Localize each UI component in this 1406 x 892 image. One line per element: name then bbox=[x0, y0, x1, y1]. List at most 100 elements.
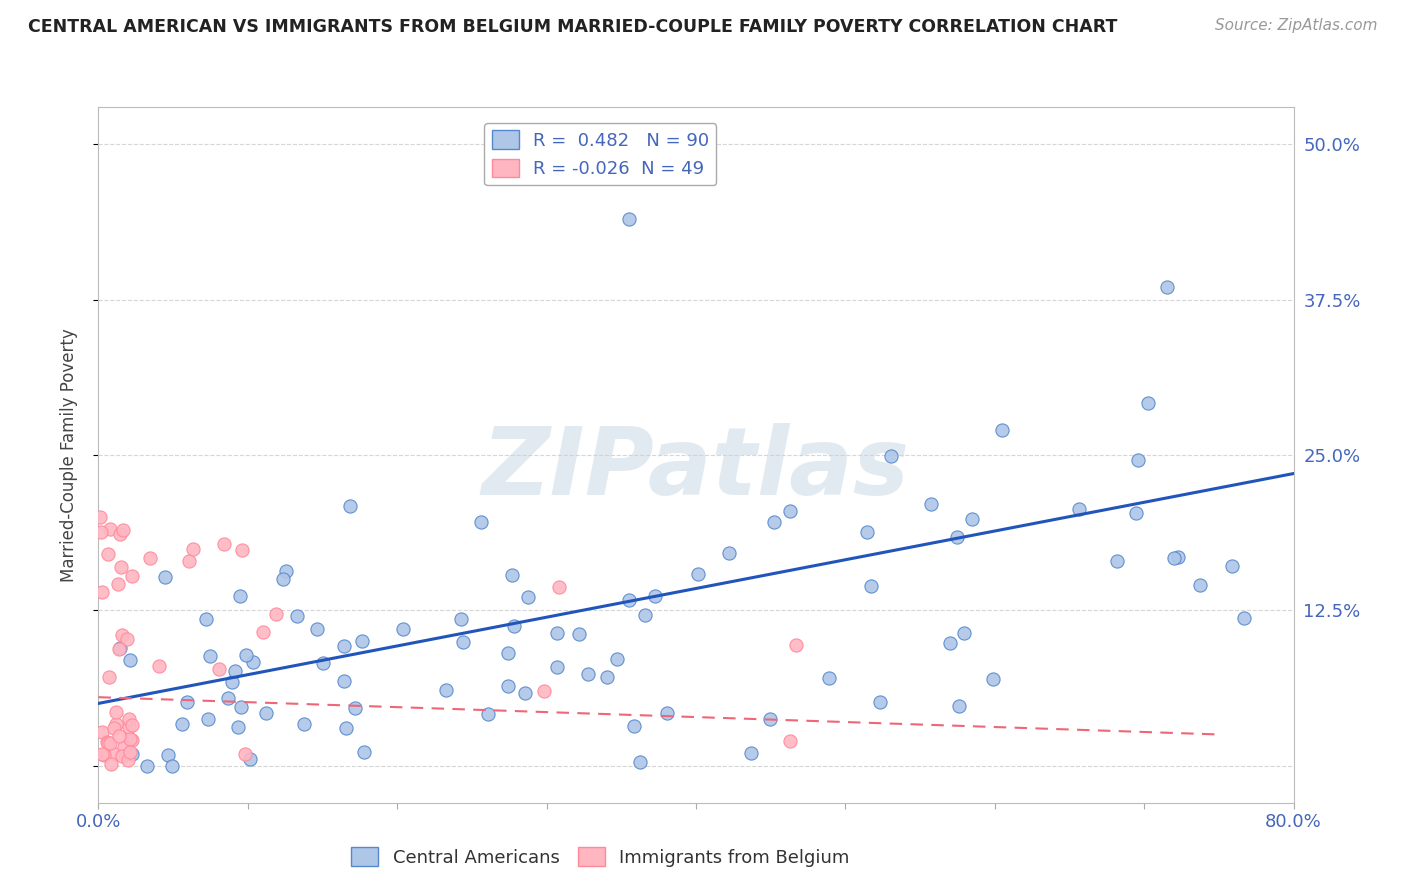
Point bbox=[181, 541, 204, 556]
Point bbox=[948, 699, 970, 714]
Point bbox=[155, 569, 177, 583]
Point bbox=[546, 659, 568, 673]
Point bbox=[818, 671, 841, 685]
Point bbox=[224, 664, 246, 678]
Point bbox=[90, 525, 112, 540]
Point bbox=[112, 739, 135, 754]
Point bbox=[221, 674, 243, 689]
Point bbox=[628, 756, 651, 770]
Point bbox=[762, 515, 785, 529]
Point bbox=[160, 758, 183, 772]
Point bbox=[110, 559, 132, 574]
Point bbox=[107, 729, 129, 743]
Point bbox=[502, 618, 524, 632]
Point bbox=[108, 527, 131, 541]
Point bbox=[274, 564, 297, 578]
Point bbox=[533, 684, 555, 698]
Point bbox=[617, 592, 640, 607]
Point bbox=[576, 667, 599, 681]
Point bbox=[100, 757, 122, 772]
Point bbox=[353, 745, 375, 759]
Point bbox=[104, 705, 127, 719]
Point bbox=[292, 717, 315, 731]
Point bbox=[515, 686, 537, 700]
Point bbox=[208, 662, 231, 676]
Point bbox=[117, 753, 139, 767]
Point bbox=[880, 449, 903, 463]
Point bbox=[392, 622, 415, 636]
Point bbox=[139, 551, 162, 566]
Point bbox=[686, 566, 709, 581]
Point bbox=[470, 515, 492, 529]
Point bbox=[231, 542, 253, 557]
Point bbox=[120, 653, 142, 667]
Point bbox=[953, 626, 976, 640]
Point bbox=[108, 641, 131, 656]
Point bbox=[1156, 280, 1178, 294]
Point bbox=[547, 626, 569, 640]
Point bbox=[118, 732, 141, 747]
Point bbox=[434, 683, 457, 698]
Point bbox=[90, 584, 112, 599]
Point bbox=[121, 747, 143, 762]
Point bbox=[1125, 506, 1147, 520]
Text: CENTRAL AMERICAN VS IMMIGRANTS FROM BELGIUM MARRIED-COUPLE FAMILY POVERTY CORREL: CENTRAL AMERICAN VS IMMIGRANTS FROM BELG… bbox=[28, 18, 1118, 36]
Point bbox=[759, 712, 782, 726]
Point bbox=[634, 608, 657, 623]
Point bbox=[97, 547, 120, 561]
Point bbox=[779, 504, 801, 518]
Point bbox=[1167, 549, 1189, 564]
Point bbox=[501, 568, 523, 582]
Point bbox=[229, 589, 252, 603]
Point bbox=[939, 636, 962, 650]
Point bbox=[785, 638, 807, 652]
Point bbox=[981, 672, 1004, 686]
Point bbox=[644, 590, 666, 604]
Point bbox=[333, 673, 356, 688]
Point bbox=[136, 758, 159, 772]
Point bbox=[498, 680, 520, 694]
Point bbox=[264, 607, 287, 621]
Point bbox=[717, 546, 740, 560]
Point bbox=[1163, 550, 1185, 565]
Point bbox=[271, 572, 294, 586]
Point bbox=[568, 627, 591, 641]
Point bbox=[98, 669, 121, 683]
Point bbox=[156, 747, 179, 762]
Point bbox=[104, 717, 127, 731]
Point bbox=[1067, 502, 1090, 516]
Point bbox=[1137, 395, 1160, 409]
Point bbox=[312, 656, 335, 670]
Point bbox=[548, 580, 571, 594]
Point bbox=[118, 712, 141, 726]
Point bbox=[111, 523, 134, 537]
Point bbox=[198, 649, 221, 664]
Point bbox=[217, 691, 239, 706]
Point bbox=[1222, 558, 1244, 573]
Point bbox=[98, 523, 121, 537]
Point bbox=[121, 733, 143, 747]
Point bbox=[596, 670, 619, 684]
Point bbox=[335, 721, 357, 735]
Point bbox=[118, 720, 141, 734]
Point bbox=[97, 735, 120, 749]
Point bbox=[991, 423, 1014, 437]
Point bbox=[176, 695, 198, 709]
Point bbox=[617, 211, 640, 226]
Point bbox=[450, 611, 472, 625]
Point bbox=[170, 717, 193, 731]
Point bbox=[148, 659, 170, 673]
Point bbox=[477, 706, 499, 721]
Point bbox=[197, 712, 219, 726]
Text: Source: ZipAtlas.com: Source: ZipAtlas.com bbox=[1215, 18, 1378, 33]
Point bbox=[229, 699, 252, 714]
Point bbox=[1188, 577, 1211, 591]
Legend: Central Americans, Immigrants from Belgium: Central Americans, Immigrants from Belgi… bbox=[344, 840, 856, 874]
Point bbox=[960, 511, 983, 525]
Point bbox=[212, 537, 235, 551]
Point bbox=[103, 722, 125, 736]
Point bbox=[517, 590, 540, 604]
Point bbox=[98, 736, 121, 750]
Point bbox=[111, 748, 134, 763]
Point bbox=[91, 747, 114, 761]
